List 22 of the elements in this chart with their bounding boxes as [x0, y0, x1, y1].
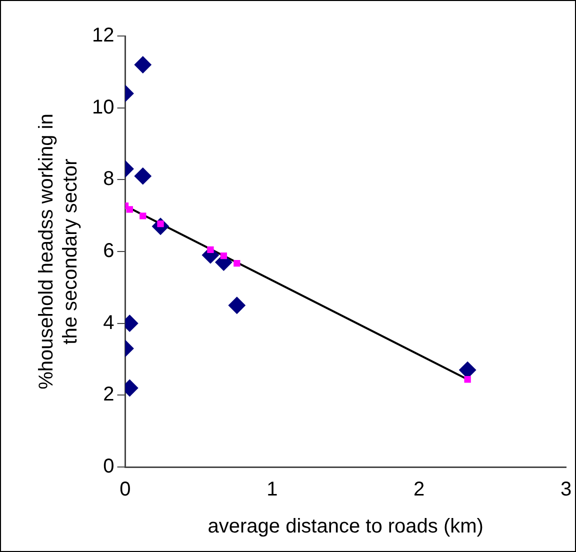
x-axis-title: average distance to roads (km)	[208, 516, 484, 538]
point	[134, 168, 152, 185]
y-tick-label: 0	[103, 456, 114, 478]
y-axis-title: %household headss working in the secondary sector	[36, 114, 82, 390]
point	[126, 206, 133, 213]
y-tick-label: 8	[103, 168, 114, 190]
x-tick-label: 2	[414, 478, 425, 501]
x-tick-label: 0	[120, 478, 131, 501]
point	[234, 260, 240, 267]
point	[228, 296, 246, 314]
point	[140, 212, 146, 220]
y-tick-label: 10	[92, 96, 114, 118]
y-tick-label: 2	[103, 384, 114, 406]
y-tick-label: 4	[103, 312, 114, 334]
point	[464, 376, 471, 383]
point	[134, 56, 152, 74]
y-tick-label: 6	[103, 240, 114, 262]
y-tick-label: 12	[92, 24, 114, 47]
x-tick-label: 1	[266, 478, 278, 501]
x-tick-label: 3	[560, 478, 572, 501]
point	[220, 252, 228, 260]
point	[207, 246, 214, 254]
